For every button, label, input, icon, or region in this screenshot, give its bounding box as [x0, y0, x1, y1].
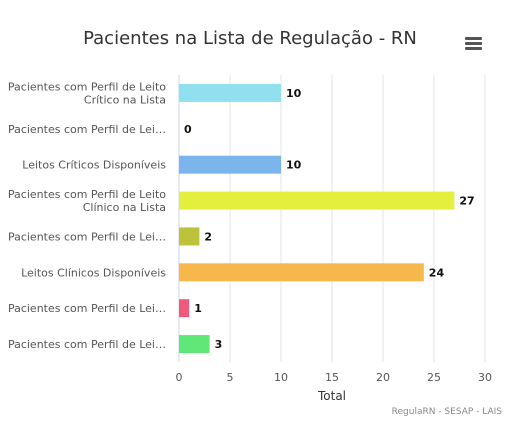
x-tick-label: 15	[325, 371, 339, 384]
category-label: Leitos Clínicos Disponíveis	[21, 266, 166, 279]
menu-line	[465, 47, 482, 50]
x-tick-label: 30	[478, 371, 492, 384]
data-label: 2	[204, 230, 212, 243]
category-label: Pacientes com Perfil de Lei…	[8, 230, 166, 243]
bar	[179, 299, 190, 318]
data-label: 10	[286, 159, 302, 172]
x-tick-label: 10	[274, 371, 288, 384]
data-label: 24	[429, 266, 445, 279]
x-tick-label: 0	[176, 371, 183, 384]
data-label: 1	[194, 302, 202, 315]
category-label: Clínico na Lista	[83, 201, 166, 214]
category-label: Pacientes com Perfil de Leito	[8, 188, 166, 201]
data-label: 0	[184, 123, 192, 136]
data-label: 27	[459, 195, 474, 208]
chart-title: Pacientes na Lista de Regulação - RN	[83, 28, 417, 49]
bar	[179, 263, 424, 282]
category-label: Pacientes com Perfil de Lei…	[8, 123, 166, 136]
bar	[179, 335, 210, 354]
category-label: Pacientes com Perfil de Lei…	[8, 302, 166, 315]
bar	[179, 155, 281, 174]
x-axis-title: Total	[317, 389, 346, 403]
category-label: Pacientes com Perfil de Lei…	[8, 338, 166, 351]
hamburger-menu-icon[interactable]	[464, 36, 484, 52]
x-tick-label: 5	[227, 371, 234, 384]
menu-line	[465, 42, 482, 45]
data-label: 10	[286, 87, 302, 100]
category-label: Leitos Críticos Disponíveis	[22, 159, 166, 172]
category-label: Pacientes com Perfil de Leito	[8, 80, 166, 93]
x-tick-label: 25	[427, 371, 441, 384]
credits-text[interactable]: RegulaRN - SESAP - LAIS	[391, 407, 502, 417]
bar	[179, 227, 200, 246]
bar	[179, 83, 281, 102]
data-label: 3	[215, 338, 223, 351]
menu-line	[465, 37, 482, 40]
category-label: Crítico na Lista	[84, 93, 166, 106]
bar	[179, 191, 455, 210]
x-tick-label: 20	[376, 371, 390, 384]
